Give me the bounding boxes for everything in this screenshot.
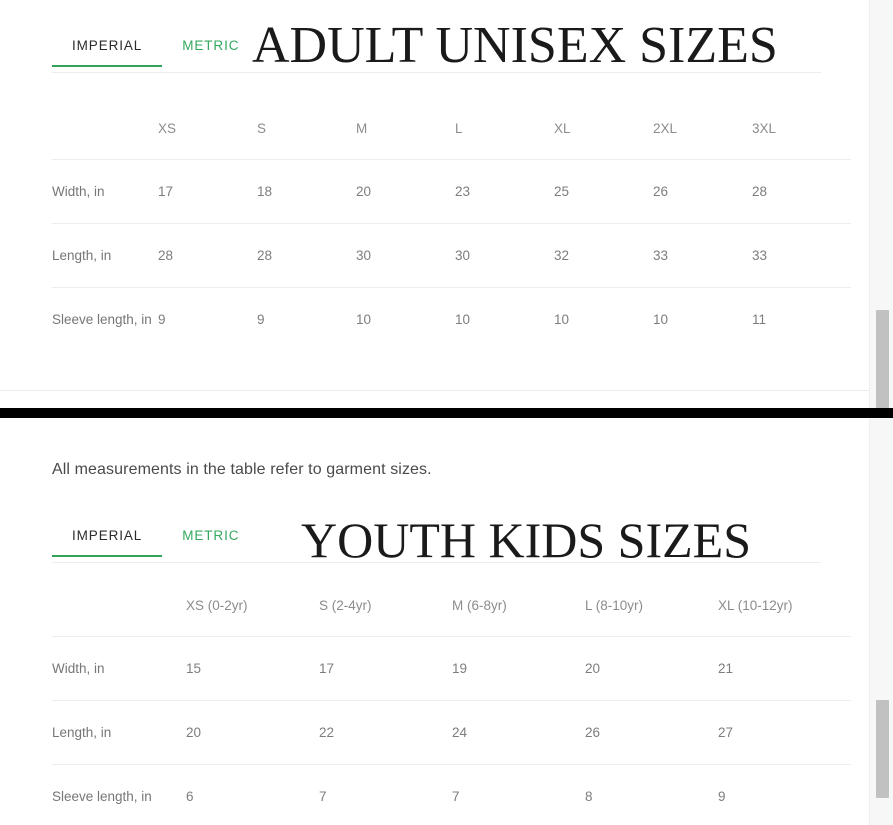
adult-col-header-3xl: 3XL [752, 102, 851, 160]
youth-width-xl: 21 [718, 636, 851, 701]
adult-sleeve-s: 9 [257, 312, 265, 327]
youth-tabs-rule [235, 562, 821, 563]
adult-width-m: 20 [356, 159, 455, 224]
youth-col-header-xs: XS (0-2yr) [186, 579, 319, 637]
youth-row-label-width: Width, in [52, 636, 186, 701]
adult-sleeve-l: 10 [455, 312, 471, 327]
youth-length-m: 24 [452, 700, 585, 765]
adult-panel-bottom-rule [0, 390, 869, 391]
youth-col-header-l: L (8-10yr) [585, 579, 718, 637]
youth-corner-header [52, 579, 186, 637]
youth-row-label-sleeve: Sleeve length, in [52, 789, 152, 804]
adult-header-row: XS S M L XL 2XL 3XL [52, 102, 851, 160]
youth-width-l: 20 [585, 636, 718, 701]
youth-head-row: IMPERIAL METRIC YOUTH KIDS SIZES [52, 512, 845, 576]
table-row: Sleeve length, in 9 9 10 10 10 10 11 [52, 288, 851, 352]
adult-sizes-panel: SIZE CHART IMPERIAL METRIC ADULT UNISEX … [0, 0, 893, 408]
adult-sleeve-xs: 9 [158, 312, 166, 327]
youth-sleeve-l: 8 [585, 789, 593, 804]
table-row: Width, in 17 18 20 23 25 26 28 [52, 159, 851, 224]
adult-sleeve-xl: 10 [554, 312, 570, 327]
adult-tab-imperial[interactable]: IMPERIAL [52, 28, 163, 67]
youth-sleeve-xs: 6 [186, 789, 194, 804]
adult-section-title: ADULT UNISEX SIZES [252, 17, 778, 74]
adult-sleeve-3xl: 11 [752, 312, 767, 327]
youth-length-s: 22 [319, 700, 452, 765]
youth-section-title: YOUTH KIDS SIZES [301, 512, 751, 568]
adult-length-xl: 32 [554, 223, 653, 288]
youth-row-label-length: Length, in [52, 700, 186, 765]
youth-width-s: 17 [319, 636, 452, 701]
youth-length-xl: 27 [718, 700, 851, 765]
adult-panel-content: SIZE CHART IMPERIAL METRIC ADULT UNISEX … [0, 0, 869, 408]
youth-width-m: 19 [452, 636, 585, 701]
youth-length-l: 26 [585, 700, 718, 765]
adult-length-m: 30 [356, 223, 455, 288]
youth-sizes-panel: All measurements in the table refer to g… [0, 418, 893, 825]
adult-col-header-m: M [356, 102, 455, 160]
table-row: Sleeve length, in 6 7 7 8 9 [52, 765, 851, 825]
adult-width-l: 23 [455, 159, 554, 224]
youth-unit-tabs[interactable]: IMPERIAL METRIC [52, 518, 260, 563]
youth-scrollbar[interactable] [869, 418, 893, 825]
youth-sleeve-s: 7 [319, 789, 327, 804]
adult-width-xs: 17 [158, 159, 257, 224]
adult-tab-metric[interactable]: METRIC [182, 38, 240, 53]
clipped-top-text: SIZE CHART [255, 0, 483, 1]
adult-length-2xl: 33 [653, 223, 752, 288]
adult-col-header-xl: XL [554, 102, 653, 160]
youth-col-header-xl: XL (10-12yr) [718, 579, 851, 637]
adult-length-3xl: 33 [752, 223, 851, 288]
adult-length-l: 30 [455, 223, 554, 288]
adult-scrollbar-thumb[interactable] [876, 310, 889, 408]
table-row: Width, in 15 17 19 20 21 [52, 636, 851, 701]
adult-col-header-xs: XS [158, 102, 257, 160]
adult-head-row: IMPERIAL METRIC ADULT UNISEX SIZES [52, 17, 845, 86]
adult-width-xl: 25 [554, 159, 653, 224]
adult-row-label-sleeve: Sleeve length, in [52, 312, 152, 327]
adult-tabs-rule [238, 72, 821, 73]
youth-col-header-m: M (6-8yr) [452, 579, 585, 637]
youth-panel-content: All measurements in the table refer to g… [0, 418, 869, 825]
youth-scrollbar-thumb[interactable] [876, 700, 889, 798]
adult-sleeve-m: 10 [356, 312, 372, 327]
youth-width-xs: 15 [186, 636, 319, 701]
adult-length-s: 28 [257, 223, 356, 288]
youth-col-header-s: S (2-4yr) [319, 579, 452, 637]
adult-col-header-s: S [257, 102, 356, 160]
table-row: Length, in 28 28 30 30 32 33 33 [52, 223, 851, 288]
table-row: Length, in 20 22 24 26 27 [52, 700, 851, 765]
youth-size-table: XS (0-2yr) S (2-4yr) M (6-8yr) L (8-10yr… [52, 579, 851, 825]
youth-header-row: XS (0-2yr) S (2-4yr) M (6-8yr) L (8-10yr… [52, 579, 851, 637]
adult-width-3xl: 28 [752, 159, 851, 224]
adult-size-table: XS S M L XL 2XL 3XL Width, in 17 18 20 [52, 102, 851, 351]
youth-tab-imperial[interactable]: IMPERIAL [52, 518, 163, 557]
youth-sleeve-xl: 9 [718, 789, 726, 804]
adult-sleeve-2xl: 10 [653, 312, 669, 327]
adult-row-label-width: Width, in [52, 159, 158, 224]
youth-sleeve-m: 7 [452, 789, 460, 804]
adult-unit-tabs[interactable]: IMPERIAL METRIC [52, 28, 260, 73]
section-separator-bar [0, 408, 893, 418]
adult-corner-header [52, 102, 158, 160]
adult-row-label-length: Length, in [52, 223, 158, 288]
measurements-note: All measurements in the table refer to g… [52, 461, 432, 478]
adult-length-xs: 28 [158, 223, 257, 288]
adult-width-2xl: 26 [653, 159, 752, 224]
adult-col-header-2xl: 2XL [653, 102, 752, 160]
youth-length-xs: 20 [186, 700, 319, 765]
adult-col-header-l: L [455, 102, 554, 160]
youth-tab-metric[interactable]: METRIC [182, 528, 240, 543]
adult-scrollbar[interactable] [869, 0, 893, 408]
adult-width-s: 18 [257, 159, 356, 224]
